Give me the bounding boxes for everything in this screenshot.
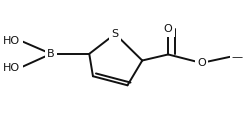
Text: HO: HO [3,63,20,73]
Text: —: — [231,52,242,62]
Text: B: B [47,49,55,59]
Text: HO: HO [3,36,20,45]
Text: O: O [197,58,206,68]
Text: S: S [112,29,119,39]
Text: O: O [164,24,173,34]
